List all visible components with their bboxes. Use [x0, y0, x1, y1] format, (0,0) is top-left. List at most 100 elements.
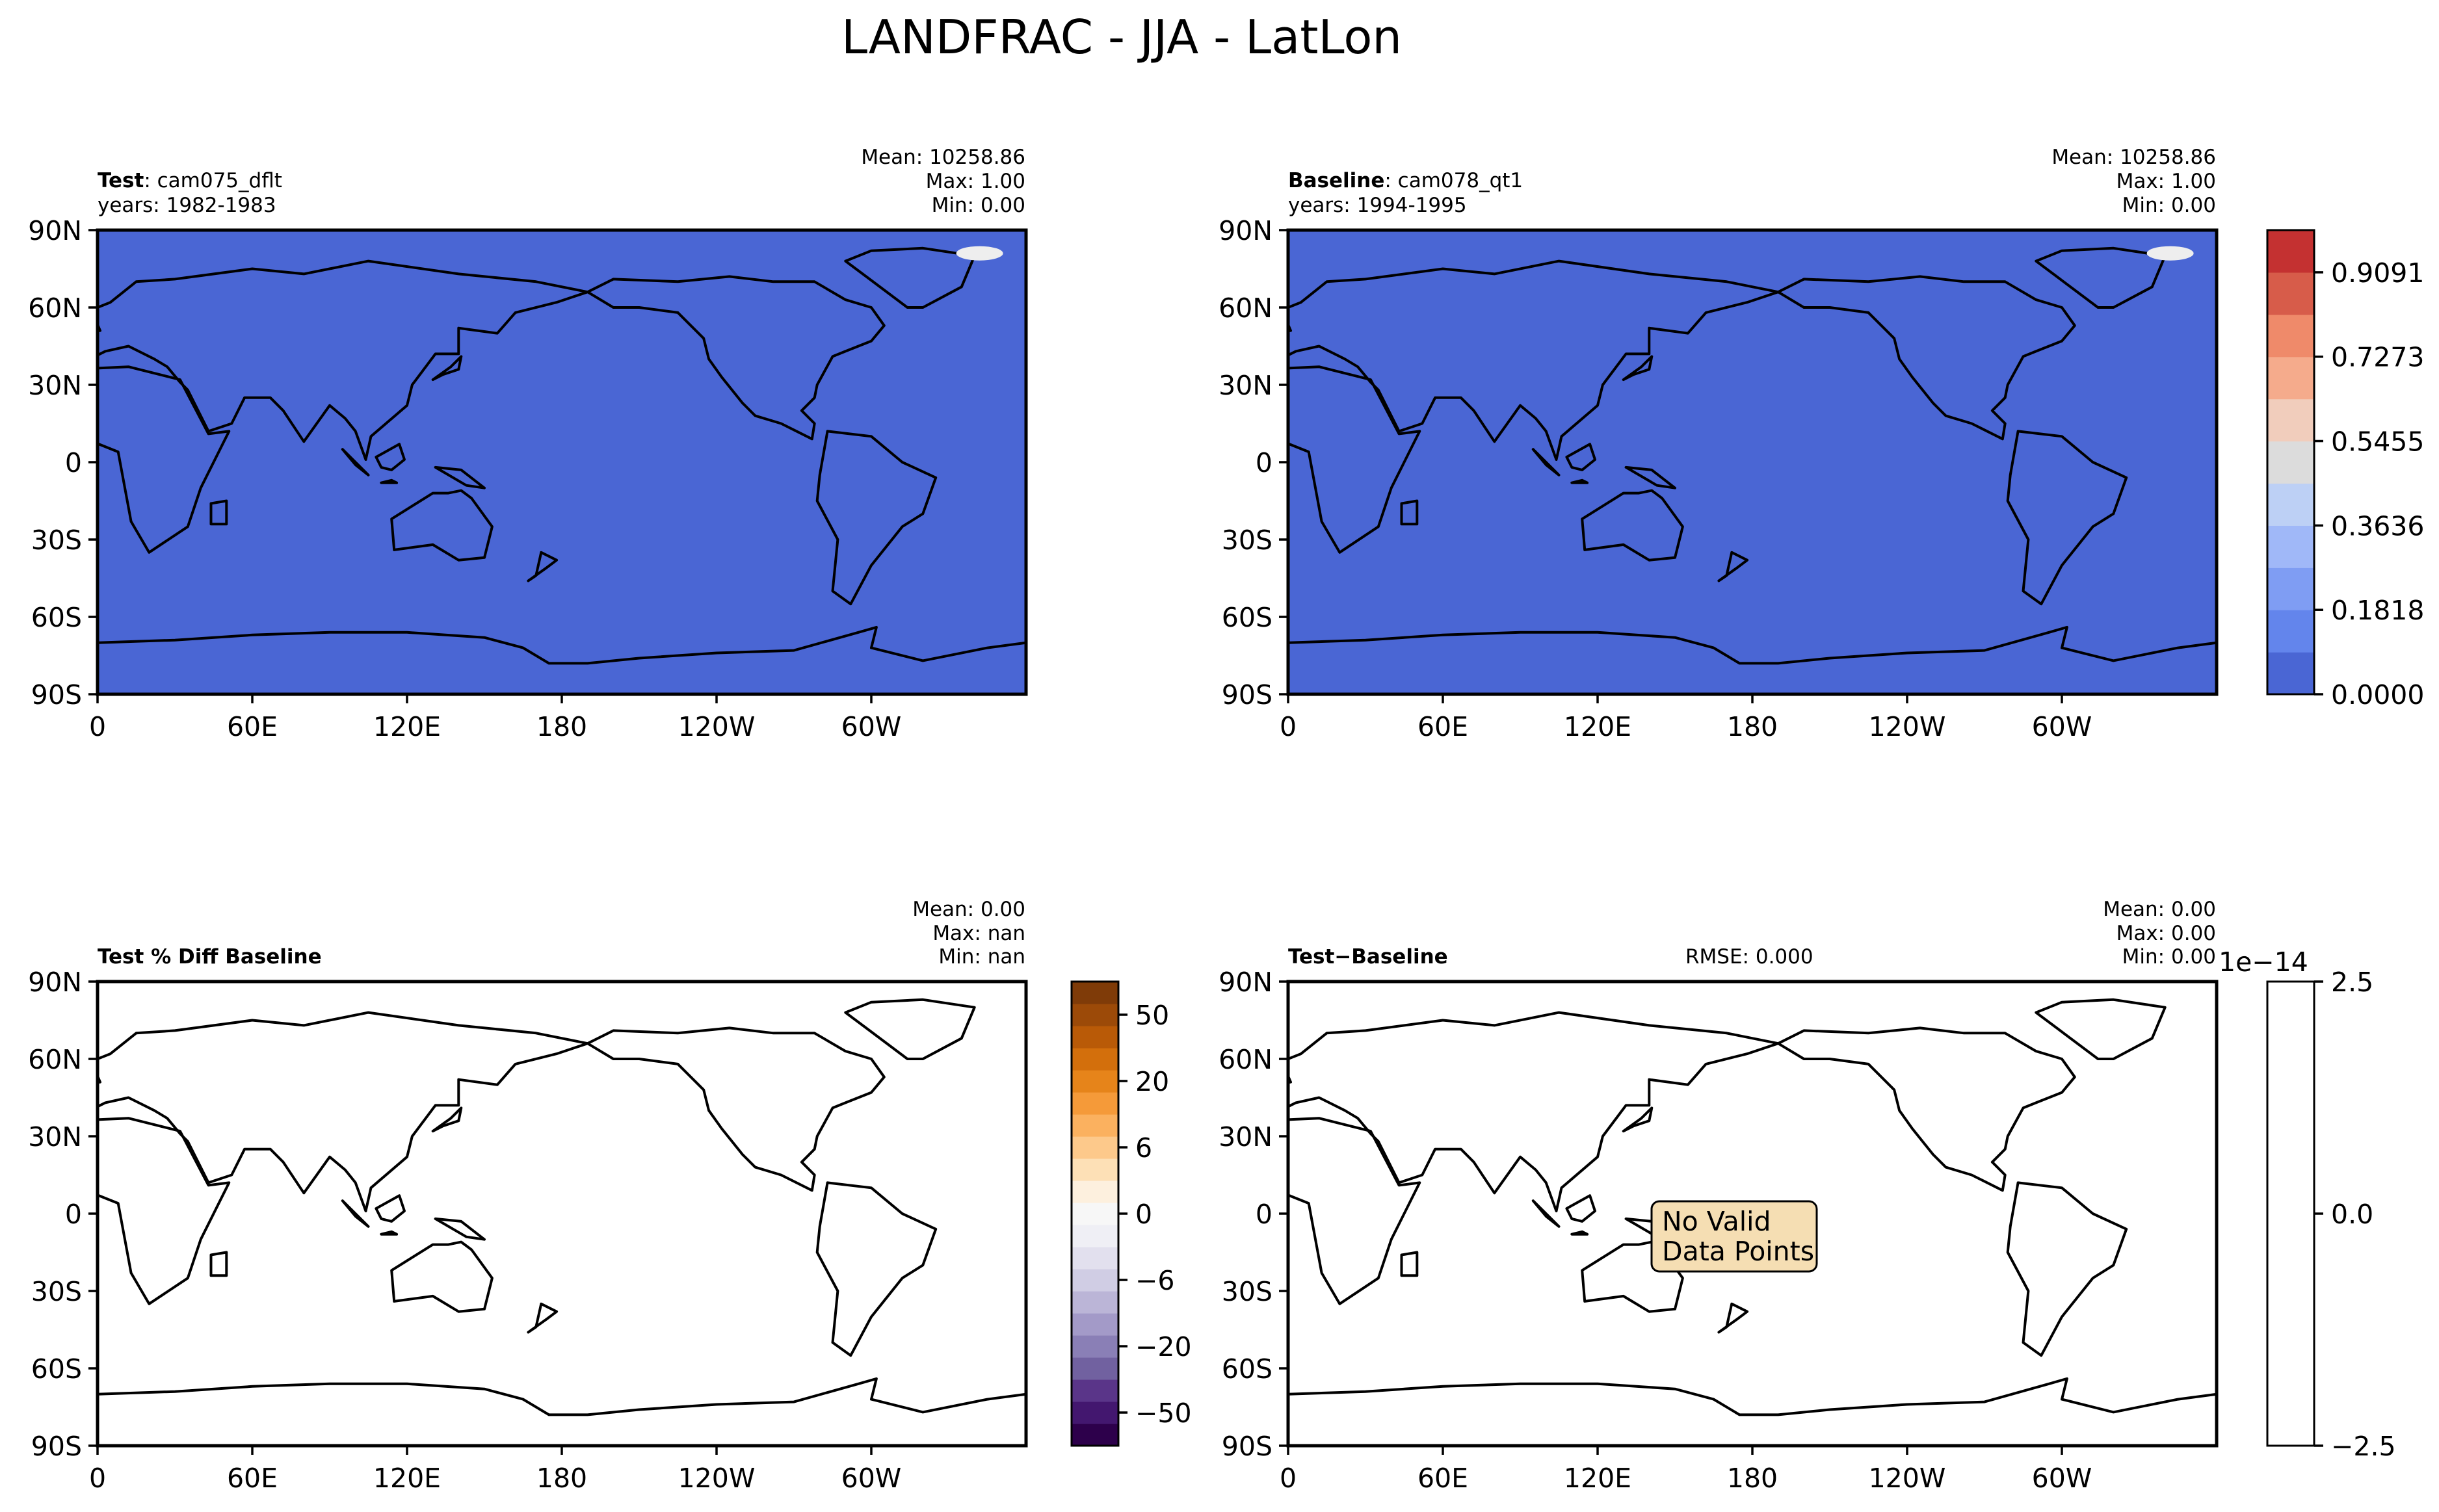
- continent-9: [1400, 499, 1419, 526]
- diff-colorbar-tick-label: 0.0: [2331, 1199, 2373, 1230]
- lat-tick-label: 60N: [1219, 293, 1272, 324]
- continent-2: [586, 275, 886, 441]
- continent-5: [1581, 1240, 1684, 1313]
- continent-6: [98, 625, 1026, 694]
- baseline-years: years: 1994-1995: [1288, 194, 1467, 217]
- lat-tick-label: 60S: [1222, 602, 1272, 633]
- pct-colorbar-bin: [1072, 1203, 1118, 1225]
- lon-tick-label: 120W: [1869, 711, 1946, 742]
- diff-colorbar-tick-label: 2.5: [2331, 967, 2373, 998]
- pct-colorbar-tick-label: 50: [1135, 1000, 1169, 1031]
- pct-colorbar-bin: [1072, 1269, 1118, 1292]
- continent-1: [1288, 259, 1780, 461]
- colorbar-bin: [2267, 230, 2314, 273]
- pct-diff-panel: Test % Diff Baseline Mean: 0.00 Max: nan…: [28, 898, 1028, 1494]
- lon-tick-label: 0: [89, 1463, 106, 1494]
- lon-tick-label: 180: [536, 1463, 587, 1494]
- colorbar-tick-label: 0.7273: [2331, 342, 2424, 373]
- continent-1: [1288, 1011, 1780, 1212]
- continent-10: [341, 1199, 370, 1228]
- map-layer: [98, 230, 1026, 694]
- continent-11: [380, 478, 399, 484]
- diff-stat-max: Max: 0.00: [2116, 922, 2216, 945]
- pct-colorbar-bin: [1072, 1114, 1118, 1137]
- lat-tick-label: 60S: [1222, 1353, 1272, 1385]
- colorbar-bin: [2267, 567, 2314, 610]
- continent-2: [586, 1026, 886, 1192]
- test-years: years: 1982-1983: [98, 194, 276, 217]
- pct-colorbar-bin: [1072, 1401, 1118, 1424]
- colorbar-tick-label: 0.9091: [2331, 257, 2424, 289]
- lat-tick-label: 90N: [28, 215, 82, 246]
- lat-tick-label: 90N: [1219, 967, 1272, 998]
- baseline-stat-max: Max: 1.00: [2116, 170, 2216, 193]
- continent-9: [1400, 1251, 1419, 1277]
- continent-12: [434, 465, 486, 489]
- continent-0: [98, 365, 231, 554]
- lat-tick-label: 90S: [1222, 679, 1272, 710]
- continent-9: [209, 1251, 228, 1277]
- lon-tick-label: 60E: [227, 711, 278, 742]
- pct-colorbar-bin: [1072, 1225, 1118, 1247]
- lon-tick-label: 120E: [1564, 1463, 1631, 1494]
- pct-colorbar-bin: [1072, 1004, 1118, 1026]
- lon-tick-label: 120W: [678, 1463, 756, 1494]
- continent-10: [1531, 448, 1561, 476]
- colorbar-bin: [2267, 398, 2314, 442]
- test-stat-min: Min: 0.00: [932, 194, 1025, 217]
- continent-6: [1288, 1377, 2217, 1446]
- lat-tick-label: 0: [1256, 447, 1272, 478]
- pct-colorbar-bin: [1072, 1379, 1118, 1402]
- pct-colorbar-tick-label: −50: [1135, 1398, 1192, 1429]
- lat-tick-label: 60N: [1219, 1044, 1272, 1075]
- no-valid-data-annotation: No Valid Data Points: [1650, 1200, 1818, 1273]
- lat-tick-label: 90N: [1219, 215, 1272, 246]
- continent-4: [844, 246, 976, 309]
- diff-stat-mean: Mean: 0.00: [2103, 898, 2216, 921]
- test-panel: Test: cam075_dflt years: 1982-1983 Mean:…: [28, 146, 1028, 742]
- continent-9: [209, 499, 228, 526]
- continent-6: [1288, 625, 2217, 694]
- lat-tick-label: 0: [1256, 1199, 1272, 1230]
- continent-14: [1565, 1194, 1596, 1223]
- annotation-line-1: No Valid: [1662, 1206, 1771, 1237]
- lon-tick-label: 120E: [1564, 711, 1631, 742]
- lat-tick-label: 60N: [28, 1044, 82, 1075]
- pct-diff-stat-min: Min: nan: [938, 945, 1025, 969]
- colorbar-bin: [2267, 525, 2314, 568]
- lat-tick-label: 90S: [31, 679, 82, 710]
- continent-13: [527, 1302, 559, 1334]
- sea-ice-patch: [956, 246, 1003, 261]
- diff-label: Test−Baseline: [1288, 945, 1448, 969]
- lon-tick-label: 180: [1727, 1463, 1778, 1494]
- colorbar-tick-label: 0.0000: [2331, 679, 2424, 710]
- pct-colorbar-bin: [1072, 1424, 1118, 1446]
- pct-diff-label: Test % Diff Baseline: [98, 945, 322, 969]
- lat-tick-label: 60S: [31, 602, 82, 633]
- test-map: [96, 228, 1028, 696]
- continent-8: [431, 1106, 463, 1133]
- lon-tick-label: 60W: [2032, 711, 2092, 742]
- continent-0: [1288, 1117, 1421, 1305]
- continent-14: [375, 443, 406, 471]
- sea-ice-patch: [2146, 246, 2194, 261]
- pct-colorbar-tick-label: −20: [1135, 1331, 1192, 1362]
- continent-2: [1776, 1026, 2076, 1192]
- colorbar-tick-label: 0.3636: [2331, 510, 2424, 541]
- colorbar-bin: [2267, 314, 2314, 358]
- pct-colorbar-bin: [1072, 1180, 1118, 1203]
- continent-3: [815, 430, 938, 606]
- baseline-stat-min: Min: 0.00: [2122, 194, 2216, 217]
- continent-13: [1717, 551, 1749, 582]
- lat-tick-label: 30N: [28, 370, 82, 401]
- continent-3: [2006, 430, 2128, 606]
- pct-colorbar-bin: [1072, 1247, 1118, 1270]
- continent-11: [1570, 1230, 1589, 1236]
- pct-diff-map: [96, 980, 1028, 1448]
- diff-stat-min: Min: 0.00: [2122, 945, 2216, 969]
- continent-3: [2006, 1181, 2128, 1357]
- diff-colorbar-tick-label: −2.5: [2331, 1431, 2396, 1462]
- continent-10: [341, 448, 370, 476]
- pct-colorbar-tick-label: −6: [1135, 1265, 1174, 1296]
- continent-10: [1531, 1199, 1561, 1228]
